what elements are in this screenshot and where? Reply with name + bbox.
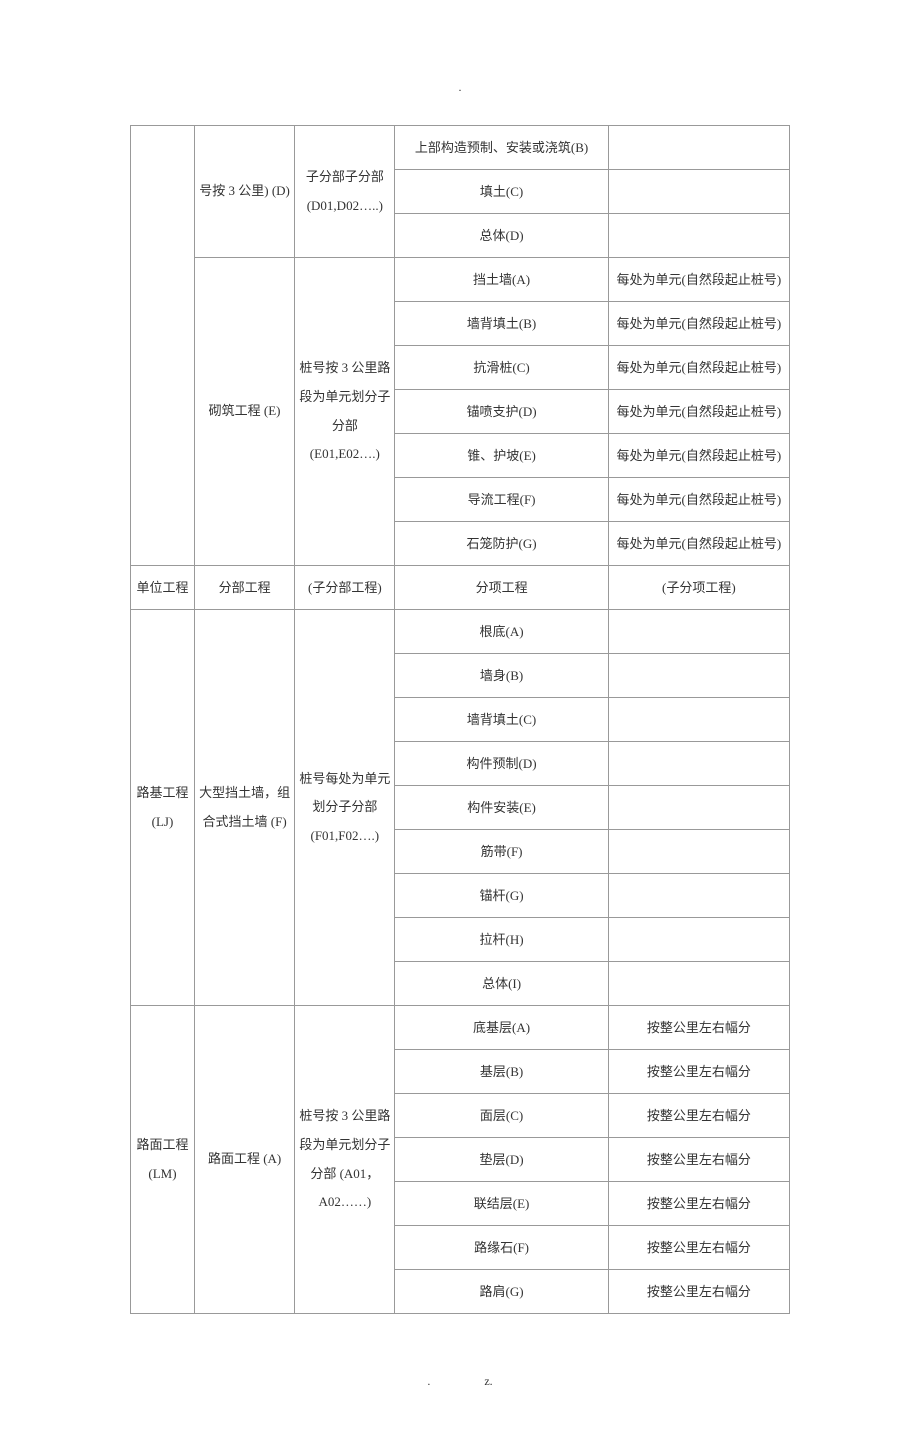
cell-col5 [608, 214, 789, 258]
table-row: 路面工程 (LM) 路面工程 (A) 桩号按 3 公里路段为单元划分子分部 (A… [131, 1006, 790, 1050]
cell-col4: 总体(D) [395, 214, 608, 258]
cell-col4: 挡土墙(A) [395, 258, 608, 302]
cell-col5: 每处为单元(自然段起止桩号) [608, 522, 789, 566]
cell-col4: 构件预制(D) [395, 742, 608, 786]
header-cell: 单位工程 [131, 566, 195, 610]
cell-col5 [608, 742, 789, 786]
cell-col4: 上部构造预制、安装或浇筑(B) [395, 126, 608, 170]
cell-col5 [608, 654, 789, 698]
cell-col4: 填土(C) [395, 170, 608, 214]
header-cell: 分部工程 [194, 566, 294, 610]
cell-col3: 桩号按 3 公里路段为单元划分子分部 (A01，A02……) [295, 1006, 395, 1314]
table-row: 号按 3 公里) (D) 子分部子分部 (D01,D02…..) 上部构造预制、… [131, 126, 790, 170]
cell-col4: 墙背填土(B) [395, 302, 608, 346]
cell-col4: 路肩(G) [395, 1270, 608, 1314]
cell-col4: 基层(B) [395, 1050, 608, 1094]
cell-col5: 按整公里左右幅分 [608, 1226, 789, 1270]
cell-col4: 锥、护坡(E) [395, 434, 608, 478]
cell-col5 [608, 962, 789, 1006]
page-marker-top: . [130, 80, 790, 95]
cell-col5 [608, 170, 789, 214]
cell-col4: 导流工程(F) [395, 478, 608, 522]
header-cell: (子分部工程) [295, 566, 395, 610]
cell-col5: 每处为单元(自然段起止桩号) [608, 478, 789, 522]
cell-col5: 按整公里左右幅分 [608, 1006, 789, 1050]
cell-col4: 锚喷支护(D) [395, 390, 608, 434]
cell-col3: 子分部子分部 (D01,D02…..) [295, 126, 395, 258]
cell-col5 [608, 126, 789, 170]
cell-col5: 每处为单元(自然段起止桩号) [608, 258, 789, 302]
cell-col4: 构件安装(E) [395, 786, 608, 830]
cell-col5 [608, 786, 789, 830]
cell-col4: 石笼防护(G) [395, 522, 608, 566]
cell-col4: 根底(A) [395, 610, 608, 654]
cell-col4: 面层(C) [395, 1094, 608, 1138]
footer-z: z. [484, 1374, 492, 1388]
footer-dot: . [427, 1374, 430, 1388]
cell-col4: 墙背填土(C) [395, 698, 608, 742]
cell-col5: 每处为单元(自然段起止桩号) [608, 346, 789, 390]
page-marker-bottom: . z. [130, 1374, 790, 1389]
cell-col4: 联结层(E) [395, 1182, 608, 1226]
cell-col3: 桩号每处为单元划分子分部 (F01,F02….) [295, 610, 395, 1006]
cell-col5: 每处为单元(自然段起止桩号) [608, 434, 789, 478]
cell-col4: 拉杆(H) [395, 918, 608, 962]
table-row: 路基工程 (LJ) 大型挡土墙，组合式挡土墙 (F) 桩号每处为单元划分子分部 … [131, 610, 790, 654]
cell-col4: 路缘石(F) [395, 1226, 608, 1270]
cell-col4: 垫层(D) [395, 1138, 608, 1182]
table-header-row: 单位工程 分部工程 (子分部工程) 分项工程 (子分项工程) [131, 566, 790, 610]
cell-col5 [608, 874, 789, 918]
cell-col1 [131, 126, 195, 566]
cell-col4: 锚杆(G) [395, 874, 608, 918]
cell-col4: 抗滑桩(C) [395, 346, 608, 390]
cell-col4: 筋带(F) [395, 830, 608, 874]
header-cell: (子分项工程) [608, 566, 789, 610]
header-cell: 分项工程 [395, 566, 608, 610]
cell-col5: 按整公里左右幅分 [608, 1270, 789, 1314]
cell-col4: 墙身(B) [395, 654, 608, 698]
engineering-table: 号按 3 公里) (D) 子分部子分部 (D01,D02…..) 上部构造预制、… [130, 125, 790, 1314]
cell-col4: 总体(I) [395, 962, 608, 1006]
cell-col4: 底基层(A) [395, 1006, 608, 1050]
cell-col2: 号按 3 公里) (D) [194, 126, 294, 258]
table-row: 砌筑工程 (E) 桩号按 3 公里路段为单元划分子分部(E01,E02….) 挡… [131, 258, 790, 302]
cell-col5: 按整公里左右幅分 [608, 1050, 789, 1094]
cell-col2: 砌筑工程 (E) [194, 258, 294, 566]
cell-col5: 按整公里左右幅分 [608, 1138, 789, 1182]
cell-col3: 桩号按 3 公里路段为单元划分子分部(E01,E02….) [295, 258, 395, 566]
cell-col5: 按整公里左右幅分 [608, 1094, 789, 1138]
cell-col5: 每处为单元(自然段起止桩号) [608, 390, 789, 434]
cell-col2: 路面工程 (A) [194, 1006, 294, 1314]
cell-col5: 按整公里左右幅分 [608, 1182, 789, 1226]
cell-col1: 路面工程 (LM) [131, 1006, 195, 1314]
cell-col1: 路基工程 (LJ) [131, 610, 195, 1006]
cell-col5 [608, 698, 789, 742]
cell-col5 [608, 610, 789, 654]
cell-col2: 大型挡土墙，组合式挡土墙 (F) [194, 610, 294, 1006]
cell-col5: 每处为单元(自然段起止桩号) [608, 302, 789, 346]
cell-col5 [608, 830, 789, 874]
cell-col5 [608, 918, 789, 962]
